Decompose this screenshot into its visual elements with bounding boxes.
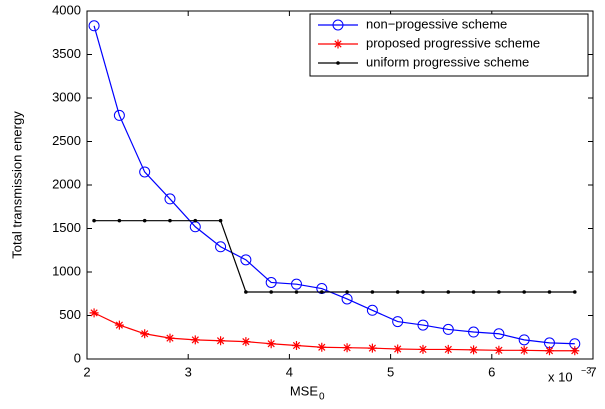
marker xyxy=(421,290,425,294)
x-tick-label: 7 xyxy=(589,364,596,379)
legend-marker xyxy=(332,19,344,31)
y-tick-label: 4000 xyxy=(52,2,81,17)
legend-label: non−progessive scheme xyxy=(366,16,507,31)
y-tick-label: 0 xyxy=(74,350,81,365)
y-tick-label: 1500 xyxy=(52,220,81,235)
legend-label: proposed progressive scheme xyxy=(366,35,540,50)
marker xyxy=(319,290,324,294)
marker xyxy=(393,344,403,354)
marker xyxy=(570,346,580,356)
marker xyxy=(165,333,175,343)
marker xyxy=(215,241,227,253)
marker xyxy=(370,290,375,294)
marker xyxy=(266,339,276,349)
marker xyxy=(269,290,273,294)
marker xyxy=(395,290,400,294)
y-tick-label: 3500 xyxy=(52,46,81,61)
marker xyxy=(193,218,198,223)
marker xyxy=(442,323,454,335)
marker xyxy=(92,218,96,223)
marker xyxy=(342,343,352,353)
marker xyxy=(140,329,150,339)
marker xyxy=(290,278,302,290)
legend-box xyxy=(309,13,589,77)
marker xyxy=(494,345,504,355)
marker xyxy=(117,218,122,223)
y-tick-label: 500 xyxy=(59,307,81,322)
marker xyxy=(244,290,248,294)
marker xyxy=(216,336,226,346)
x-multiplier: x 10 xyxy=(548,369,573,384)
marker xyxy=(544,346,554,356)
x-tick-label: 4 xyxy=(286,364,293,379)
marker xyxy=(218,218,223,223)
marker xyxy=(241,337,251,347)
x-tick-label: 6 xyxy=(488,364,495,379)
y-tick-label: 1000 xyxy=(52,263,81,278)
marker xyxy=(190,335,200,345)
marker xyxy=(168,218,172,223)
x-tick-label: 5 xyxy=(387,364,394,379)
marker xyxy=(88,20,100,32)
x-axis-label-subscript: 0 xyxy=(319,392,325,403)
marker xyxy=(113,109,125,121)
marker xyxy=(341,293,353,305)
marker xyxy=(345,290,349,294)
x-multiplier-exponent: −3 xyxy=(581,365,591,375)
x-axis-label: MSE xyxy=(290,383,319,398)
marker xyxy=(139,166,151,178)
marker xyxy=(366,304,378,316)
marker xyxy=(519,345,529,355)
marker xyxy=(294,290,299,294)
y-tick-label: 2500 xyxy=(52,133,81,148)
marker xyxy=(240,254,252,266)
marker xyxy=(446,290,451,294)
y-tick-label: 3000 xyxy=(52,89,81,104)
marker xyxy=(291,341,301,351)
marker xyxy=(547,290,552,294)
marker xyxy=(114,320,124,330)
marker xyxy=(142,218,147,223)
marker xyxy=(522,290,526,294)
marker xyxy=(572,290,577,294)
x-tick-label: 3 xyxy=(185,364,192,379)
marker xyxy=(469,345,479,355)
marker xyxy=(417,319,429,331)
marker xyxy=(89,308,99,318)
marker xyxy=(471,290,476,294)
marker xyxy=(367,343,377,353)
marker xyxy=(518,334,530,346)
marker xyxy=(392,316,404,328)
legend-label: uniform progressive scheme xyxy=(366,54,529,69)
marker xyxy=(418,344,428,354)
marker xyxy=(265,276,277,288)
series-line xyxy=(93,25,575,345)
legend-marker xyxy=(333,39,343,49)
y-axis-label: Total transmission energy xyxy=(9,111,24,259)
marker xyxy=(493,328,505,340)
y-tick-label: 2000 xyxy=(52,176,81,191)
marker xyxy=(164,193,176,205)
legend-marker xyxy=(336,61,340,65)
marker xyxy=(497,290,501,294)
marker xyxy=(317,342,327,352)
marker xyxy=(443,344,453,354)
marker xyxy=(468,326,480,338)
x-tick-label: 2 xyxy=(83,364,90,379)
series-line xyxy=(94,220,575,293)
